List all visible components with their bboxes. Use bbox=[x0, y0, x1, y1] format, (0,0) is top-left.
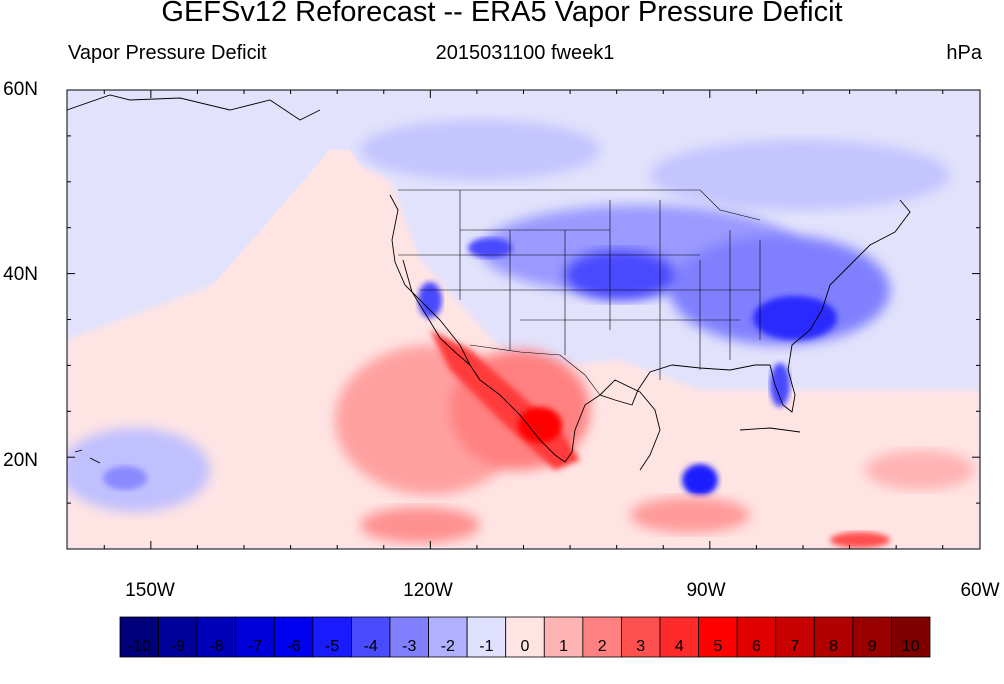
lat-label-60n: 60N bbox=[3, 79, 38, 100]
na-coastline bbox=[389, 194, 911, 463]
colorbar-label: -2 bbox=[440, 638, 455, 655]
colorbar-swatch bbox=[543, 616, 584, 658]
colorbar-label: 7 bbox=[790, 638, 800, 655]
colorbar-swatch bbox=[852, 616, 892, 658]
colorbar-swatch bbox=[775, 616, 815, 658]
colorbar-swatch bbox=[196, 616, 237, 658]
colorbar-swatch bbox=[698, 616, 738, 658]
colorbar-swatch bbox=[891, 616, 931, 658]
baja-coast bbox=[402, 259, 471, 366]
red-region-caribbean-south bbox=[630, 497, 750, 533]
colorbar-label: -3 bbox=[402, 638, 417, 655]
colorbar-label: -8 bbox=[209, 638, 224, 655]
lon-label-60w: 60W bbox=[960, 580, 1000, 601]
colorbar-swatch bbox=[312, 616, 352, 658]
variable-subtitle: Vapor Pressure Deficit bbox=[68, 42, 267, 64]
colorbar-swatch bbox=[736, 616, 777, 658]
lon-label-150w: 150W bbox=[125, 580, 175, 601]
blue-core-hawaii bbox=[103, 466, 147, 490]
colorbar-label: 6 bbox=[751, 638, 761, 655]
units-subtitle: hPa bbox=[946, 42, 982, 64]
colorbar-swatch bbox=[621, 616, 661, 658]
colorbar-label: 4 bbox=[674, 638, 684, 655]
blue-core-florida bbox=[770, 363, 790, 407]
cuba-coast bbox=[739, 427, 801, 433]
colorbar-swatch bbox=[158, 616, 198, 658]
vpd-field bbox=[67, 90, 980, 549]
hawaii-coast bbox=[74, 449, 101, 464]
colorbar-label: 8 bbox=[829, 638, 839, 655]
blue-core-carolinas bbox=[753, 296, 837, 340]
colorbar-swatch bbox=[389, 616, 429, 658]
colorbar-label: -1 bbox=[479, 638, 494, 655]
axis-ticks bbox=[67, 89, 980, 550]
us-mexico-border bbox=[469, 344, 601, 396]
figure-title: GEFSv12 Reforecast -- ERA5 Vapor Pressur… bbox=[161, 0, 843, 28]
red-core-venezuela bbox=[830, 532, 890, 548]
colorbar-label: 2 bbox=[597, 638, 607, 655]
blue-region-hudson bbox=[650, 140, 950, 210]
colorbar-swatch bbox=[466, 616, 507, 658]
coastlines bbox=[67, 94, 911, 471]
blue-region-canada bbox=[360, 120, 600, 180]
lon-label-90w: 90W bbox=[686, 580, 726, 601]
colorbar-label: 0 bbox=[520, 638, 530, 655]
colorbar-label: 3 bbox=[636, 638, 646, 655]
date-subtitle: 2015031100 fweek1 bbox=[435, 42, 615, 64]
colorbar-label: -7 bbox=[247, 638, 263, 655]
colorbar-swatch bbox=[235, 616, 275, 658]
colorbar-swatch bbox=[505, 616, 545, 658]
colorbar-label: 1 bbox=[559, 638, 569, 655]
lat-label-20n: 20N bbox=[3, 450, 38, 471]
red-core-mexico bbox=[518, 407, 562, 443]
colorbar-label: 5 bbox=[713, 638, 723, 655]
colorbar-label: -9 bbox=[170, 638, 185, 655]
blue-core-california bbox=[418, 282, 442, 318]
lon-label-120w: 120W bbox=[403, 580, 453, 601]
colorbar bbox=[119, 616, 931, 658]
colorbar-label: 9 bbox=[867, 638, 877, 655]
yucatan-coast bbox=[599, 379, 661, 471]
lat-label-40n: 40N bbox=[3, 264, 38, 285]
blue-core-central bbox=[565, 250, 675, 300]
blue-core-idaho bbox=[468, 238, 512, 258]
pink-region-pacific bbox=[200, 150, 400, 310]
colorbar-label: -4 bbox=[363, 638, 378, 655]
red-region-south bbox=[360, 507, 480, 543]
colorbar-label: -5 bbox=[325, 638, 340, 655]
colorbar-label: -6 bbox=[286, 638, 301, 655]
colorbar-label: 10 bbox=[901, 638, 920, 655]
state-borders bbox=[398, 189, 761, 396]
colorbar-label: -10 bbox=[127, 638, 151, 655]
red-region-atlantic bbox=[865, 450, 975, 490]
parallel-borders bbox=[398, 229, 760, 321]
us-canada-border bbox=[398, 189, 761, 221]
blue-core-caribbean bbox=[682, 464, 718, 496]
pink-region-subtropics bbox=[67, 150, 980, 549]
alaska-coast bbox=[67, 94, 321, 121]
colorbar-swatch bbox=[813, 616, 854, 658]
